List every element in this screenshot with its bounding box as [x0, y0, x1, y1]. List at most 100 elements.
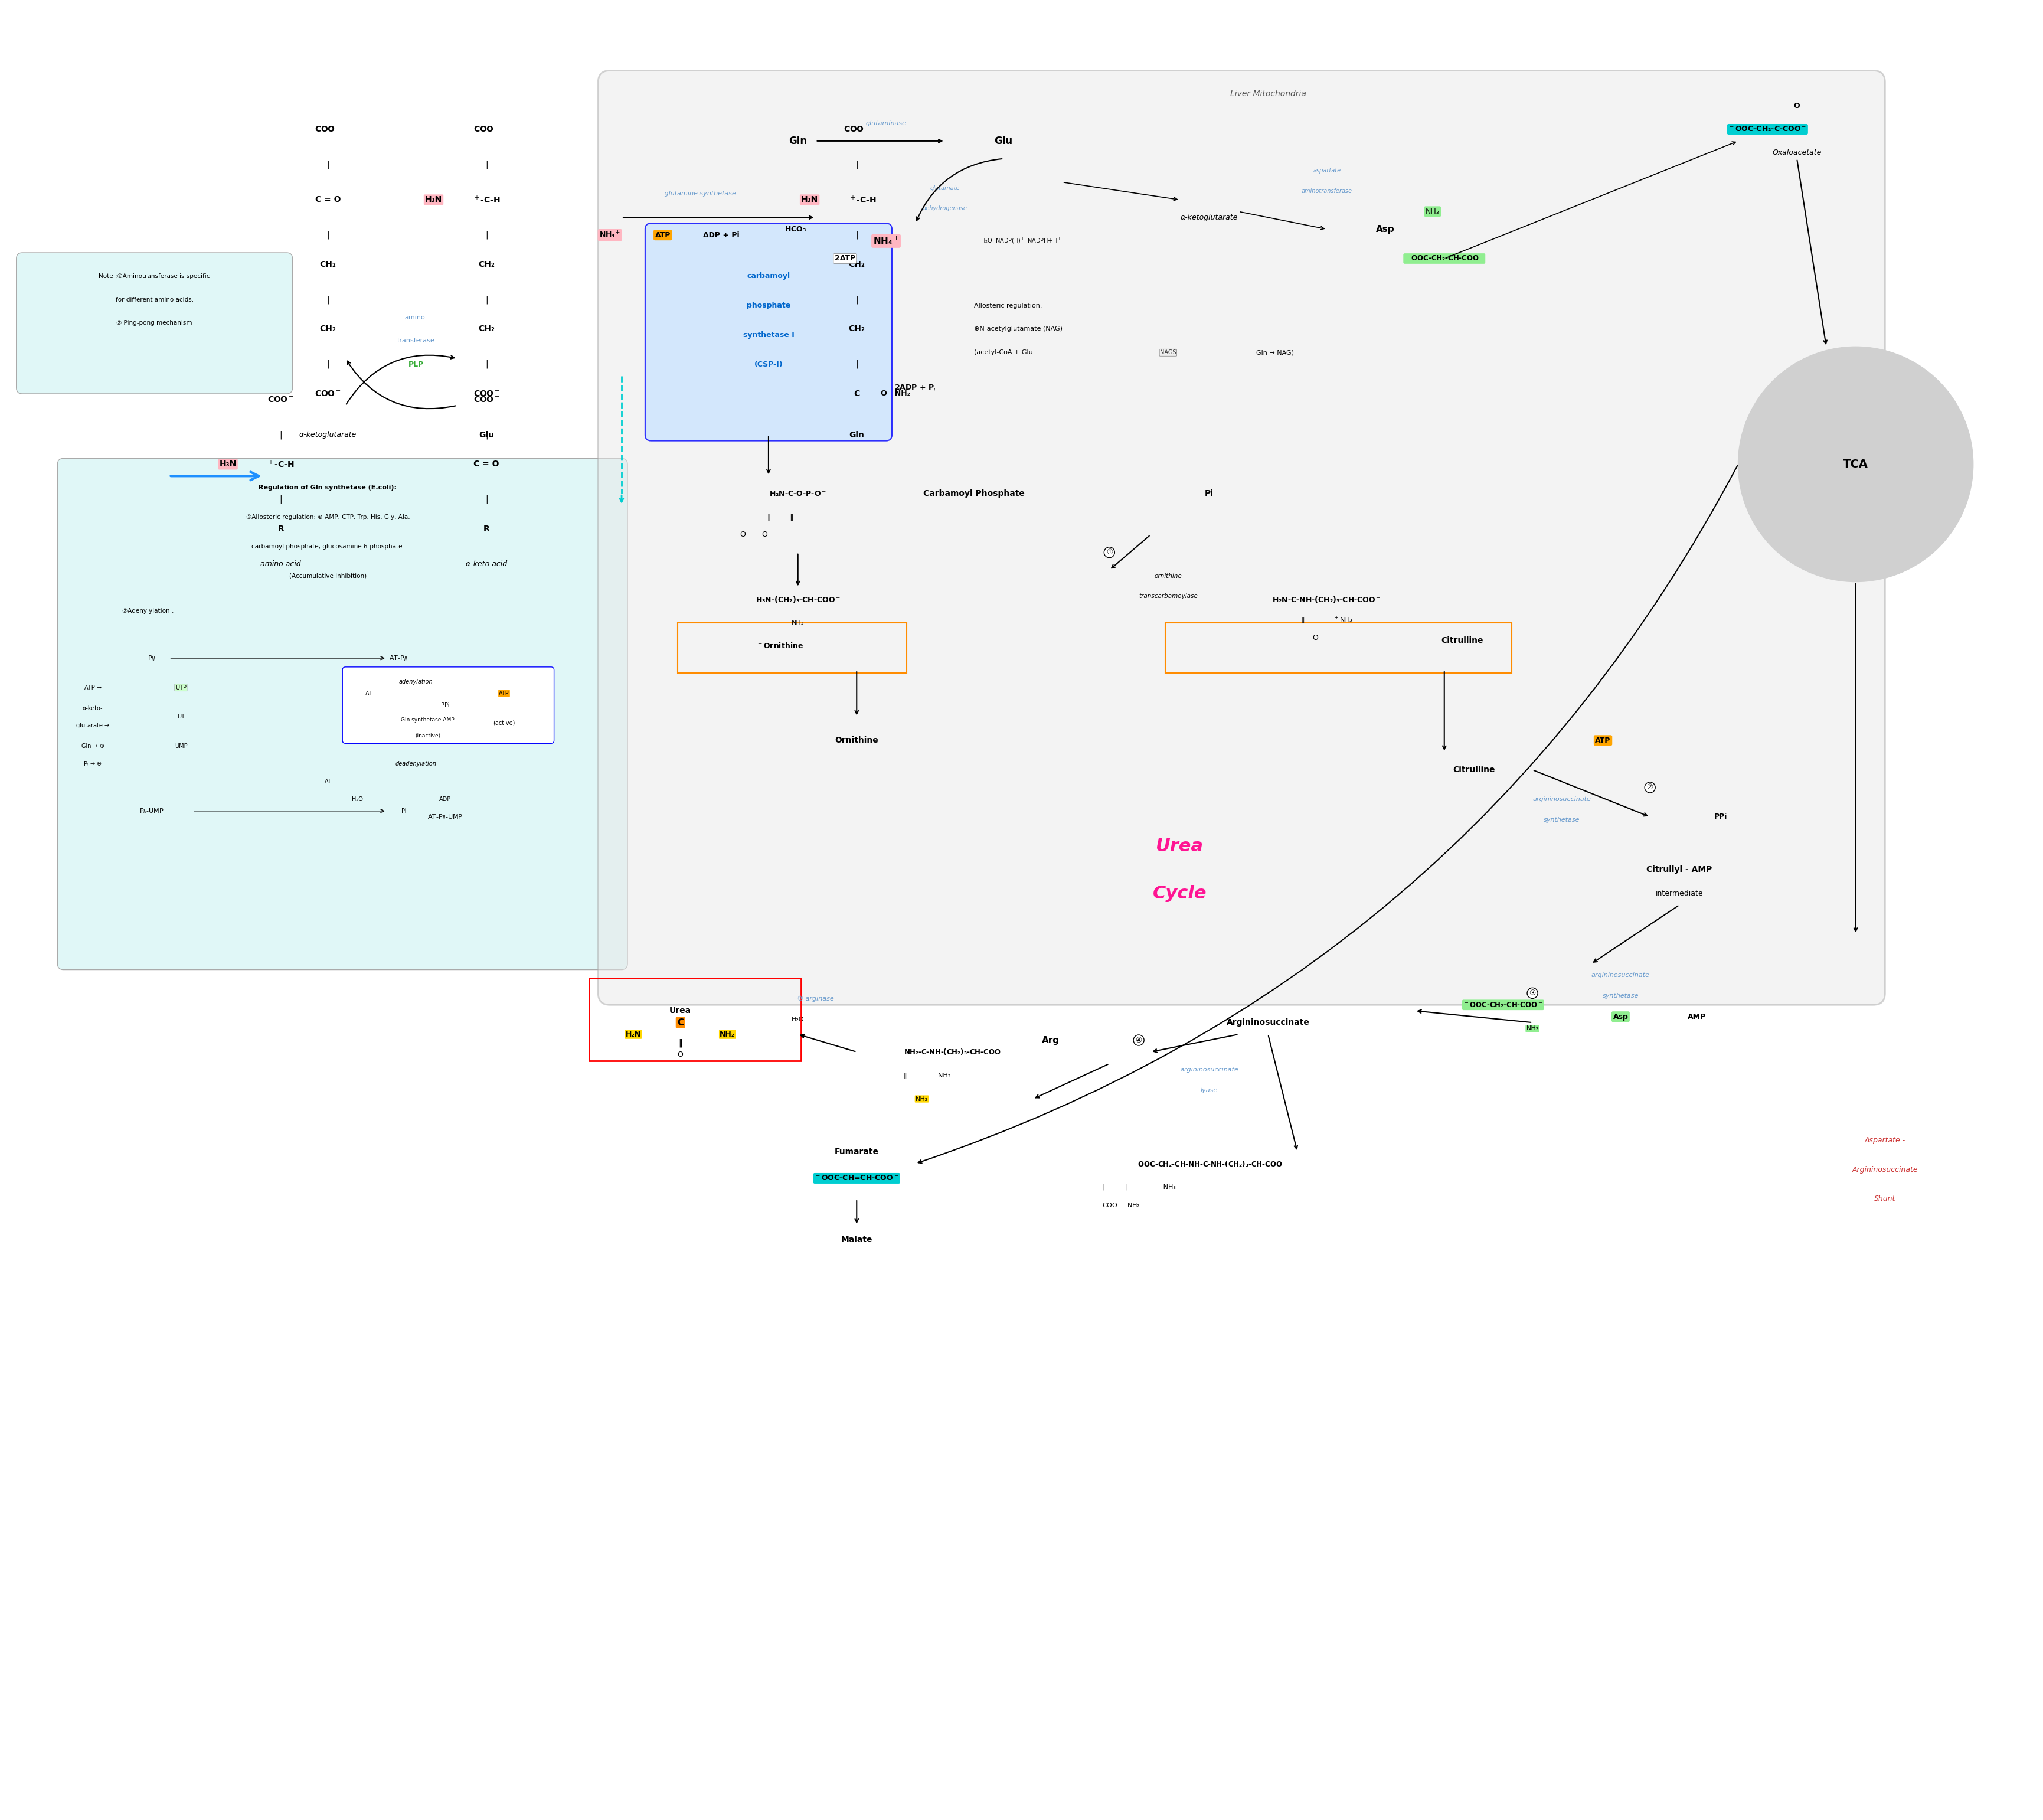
- Text: |: |: [484, 495, 488, 504]
- Text: argininosuccinate: argininosuccinate: [1591, 972, 1649, 979]
- Text: ⊕N-acetylglutamate (NAG): ⊕N-acetylglutamate (NAG): [975, 326, 1062, 331]
- Text: Malate: Malate: [840, 1236, 872, 1245]
- Text: for different amino acids.: for different amino acids.: [114, 297, 194, 302]
- Text: ①Allosteric regulation: ⊗ AMP, CTP, Trp, His, Gly, Ala,: ①Allosteric regulation: ⊗ AMP, CTP, Trp,…: [245, 515, 411, 521]
- Text: |          ‖                 NH₃: | ‖ NH₃: [1101, 1185, 1175, 1190]
- Text: |: |: [280, 495, 282, 504]
- Text: COO$^-$: COO$^-$: [315, 389, 341, 399]
- Text: O: O: [1312, 633, 1318, 641]
- Text: transferase: transferase: [396, 339, 435, 344]
- Text: $^-$OOC-CH₂-CH-COO$^-$: $^-$OOC-CH₂-CH-COO$^-$: [1463, 1001, 1542, 1008]
- Text: C: C: [854, 389, 860, 399]
- Text: glutamate: glutamate: [930, 186, 960, 191]
- Text: Glu: Glu: [478, 431, 494, 439]
- Text: ②Adenylylation :: ②Adenylylation :: [123, 608, 174, 613]
- Text: ③: ③: [1528, 990, 1536, 997]
- Text: (acetyl-CoA + Glu: (acetyl-CoA + Glu: [975, 349, 1034, 355]
- Text: NH₃: NH₃: [1426, 207, 1438, 215]
- Text: |: |: [856, 295, 858, 304]
- Text: ATP: ATP: [498, 690, 509, 697]
- Text: Cycle: Cycle: [1152, 885, 1207, 903]
- Text: NH₂: NH₂: [1526, 1025, 1538, 1032]
- Text: CH₂: CH₂: [319, 260, 335, 269]
- FancyBboxPatch shape: [57, 459, 627, 970]
- Text: AT: AT: [366, 690, 372, 697]
- Text: CH₂: CH₂: [848, 326, 864, 333]
- Text: COO$^-$: COO$^-$: [268, 395, 294, 404]
- Text: COO$^-$: COO$^-$: [474, 126, 501, 133]
- Text: $^-$OOC-CH₂-CH-COO$^-$: $^-$OOC-CH₂-CH-COO$^-$: [1404, 255, 1483, 262]
- Text: Gln synthetase-AMP: Gln synthetase-AMP: [400, 717, 454, 723]
- Text: Asp: Asp: [1375, 224, 1395, 233]
- Text: TCA: TCA: [1843, 459, 1867, 470]
- Text: amino-: amino-: [405, 315, 427, 320]
- Text: synthetase: synthetase: [1542, 817, 1579, 823]
- Text: H₃N-(CH₂)₃-CH-COO$^-$: H₃N-(CH₂)₃-CH-COO$^-$: [756, 595, 840, 604]
- Text: aminotransferase: aminotransferase: [1301, 187, 1352, 195]
- Text: ‖: ‖: [678, 1039, 682, 1046]
- Text: C = O: C = O: [315, 197, 341, 204]
- Text: Glu: Glu: [995, 136, 1013, 146]
- Text: CH₂: CH₂: [319, 326, 335, 333]
- Text: ②: ②: [1647, 784, 1653, 792]
- Text: CH₂: CH₂: [478, 326, 494, 333]
- Text: Note :①Aminotransferase is specific: Note :①Aminotransferase is specific: [98, 273, 210, 278]
- Text: phosphate: phosphate: [746, 302, 791, 309]
- Text: $^-$OOC-CH₂-C-COO$^-$: $^-$OOC-CH₂-C-COO$^-$: [1728, 126, 1806, 133]
- Text: R: R: [482, 524, 490, 533]
- Text: |: |: [484, 160, 488, 169]
- Text: COO$^-$  NH₂: COO$^-$ NH₂: [1101, 1201, 1140, 1208]
- Text: Pi: Pi: [402, 808, 407, 814]
- Text: CH₂: CH₂: [848, 260, 864, 269]
- Text: intermediate: intermediate: [1655, 890, 1702, 897]
- Text: COO$^-$: COO$^-$: [315, 126, 341, 133]
- Text: $^+$-C-H: $^+$-C-H: [472, 195, 501, 206]
- Text: Urea: Urea: [1156, 837, 1203, 855]
- Text: Regulation of Gln synthetase (E.coli):: Regulation of Gln synthetase (E.coli):: [259, 484, 396, 491]
- Text: ③ arginase: ③ arginase: [797, 996, 834, 1003]
- Text: ‖              $^+$NH₃: ‖ $^+$NH₃: [1301, 615, 1352, 624]
- Text: α-keto acid: α-keto acid: [466, 561, 507, 568]
- Text: Gln: Gln: [848, 431, 864, 439]
- Text: |: |: [484, 231, 488, 240]
- Text: deadenylation: deadenylation: [394, 761, 437, 766]
- Text: CH₂: CH₂: [478, 260, 494, 269]
- Text: P$_{II}$-UMP: P$_{II}$-UMP: [139, 806, 163, 815]
- Text: |: |: [327, 360, 329, 369]
- Text: |: |: [856, 160, 858, 169]
- Text: $^+$-C-H: $^+$-C-H: [848, 195, 876, 206]
- Text: UTP: UTP: [176, 684, 186, 690]
- Text: transcarbamoylase: transcarbamoylase: [1138, 593, 1197, 599]
- Text: H₂O: H₂O: [351, 797, 364, 803]
- Text: dehydrogenase: dehydrogenase: [921, 206, 966, 211]
- Text: C: C: [676, 1017, 684, 1026]
- Text: 2ATP: 2ATP: [834, 255, 856, 262]
- Text: NH₂: NH₂: [915, 1096, 928, 1101]
- Text: H₂N: H₂N: [625, 1030, 642, 1037]
- Text: NH₂: NH₂: [719, 1030, 735, 1037]
- Text: NAGS: NAGS: [1160, 349, 1177, 355]
- Text: glutarate →: glutarate →: [76, 723, 108, 728]
- Text: argininosuccinate: argininosuccinate: [1179, 1067, 1238, 1072]
- Text: 2ADP + P$_i$: 2ADP + P$_i$: [895, 384, 936, 393]
- Text: NH₄$^+$: NH₄$^+$: [599, 231, 621, 240]
- Text: adenylation: adenylation: [398, 679, 433, 684]
- Text: H₂O: H₂O: [791, 1017, 805, 1023]
- Text: H₃N: H₃N: [425, 197, 441, 204]
- Text: Shunt: Shunt: [1873, 1196, 1896, 1203]
- Text: Urea: Urea: [670, 1006, 691, 1016]
- Text: |: |: [327, 231, 329, 240]
- Text: α-ketoglutarate: α-ketoglutarate: [1181, 213, 1238, 222]
- Text: C = O: C = O: [474, 460, 498, 468]
- FancyBboxPatch shape: [599, 71, 1884, 1005]
- Text: O       O$^-$: O O$^-$: [740, 531, 774, 539]
- Text: ④: ④: [1136, 1036, 1142, 1045]
- Text: UT: UT: [178, 713, 184, 721]
- Text: α-ketoglutarate: α-ketoglutarate: [298, 431, 355, 439]
- Text: Gln → ⊕: Gln → ⊕: [82, 743, 104, 750]
- Text: $^+$Ornithine: $^+$Ornithine: [756, 642, 803, 652]
- Text: Pi: Pi: [1205, 490, 1214, 497]
- Text: (CSP-I): (CSP-I): [754, 360, 782, 368]
- Text: Argininosuccinate: Argininosuccinate: [1851, 1165, 1918, 1174]
- Text: Carbamoyl Phosphate: Carbamoyl Phosphate: [923, 490, 1026, 497]
